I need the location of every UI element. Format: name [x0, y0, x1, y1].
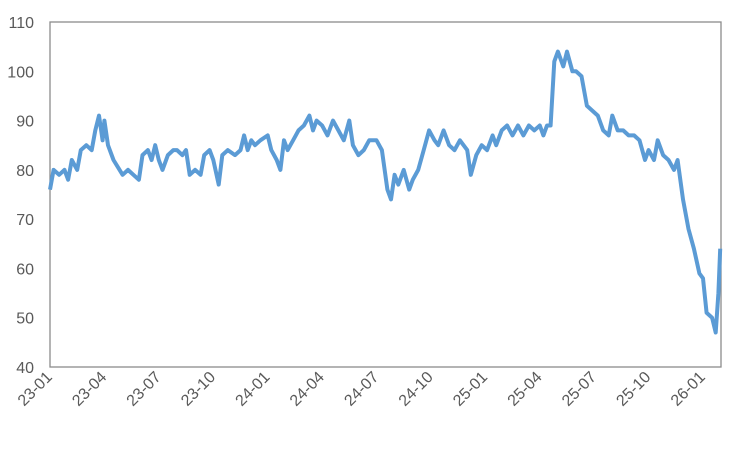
x-tick-label: 25-07 — [559, 369, 600, 410]
plot-frame — [49, 21, 722, 368]
y-tick-label: 50 — [16, 311, 34, 328]
x-tick-label: 24-04 — [287, 369, 328, 410]
series-line — [48, 49, 723, 335]
y-tick-label: 40 — [16, 360, 34, 377]
y-tick-label: 100 — [7, 64, 34, 81]
y-tick-label: 60 — [16, 261, 34, 278]
x-tick-label: 23-07 — [124, 369, 165, 410]
x-tick-label: 24-07 — [341, 369, 382, 410]
x-tick-label: 25-10 — [613, 369, 654, 410]
x-tick-label: 24-10 — [396, 369, 437, 410]
x-tick-label: 25-01 — [450, 369, 491, 410]
x-tick-label: 23-10 — [178, 369, 219, 410]
y-tick-label: 90 — [16, 114, 34, 131]
x-tick-label: 26-01 — [668, 369, 709, 410]
x-tick-label: 25-04 — [505, 369, 546, 410]
y-tick-label: 80 — [16, 163, 34, 180]
y-tick-label: 70 — [16, 212, 34, 229]
x-tick-label: 24-01 — [233, 369, 274, 410]
x-tick-label: 23-04 — [69, 369, 110, 410]
y-tick-label: 110 — [8, 15, 34, 32]
